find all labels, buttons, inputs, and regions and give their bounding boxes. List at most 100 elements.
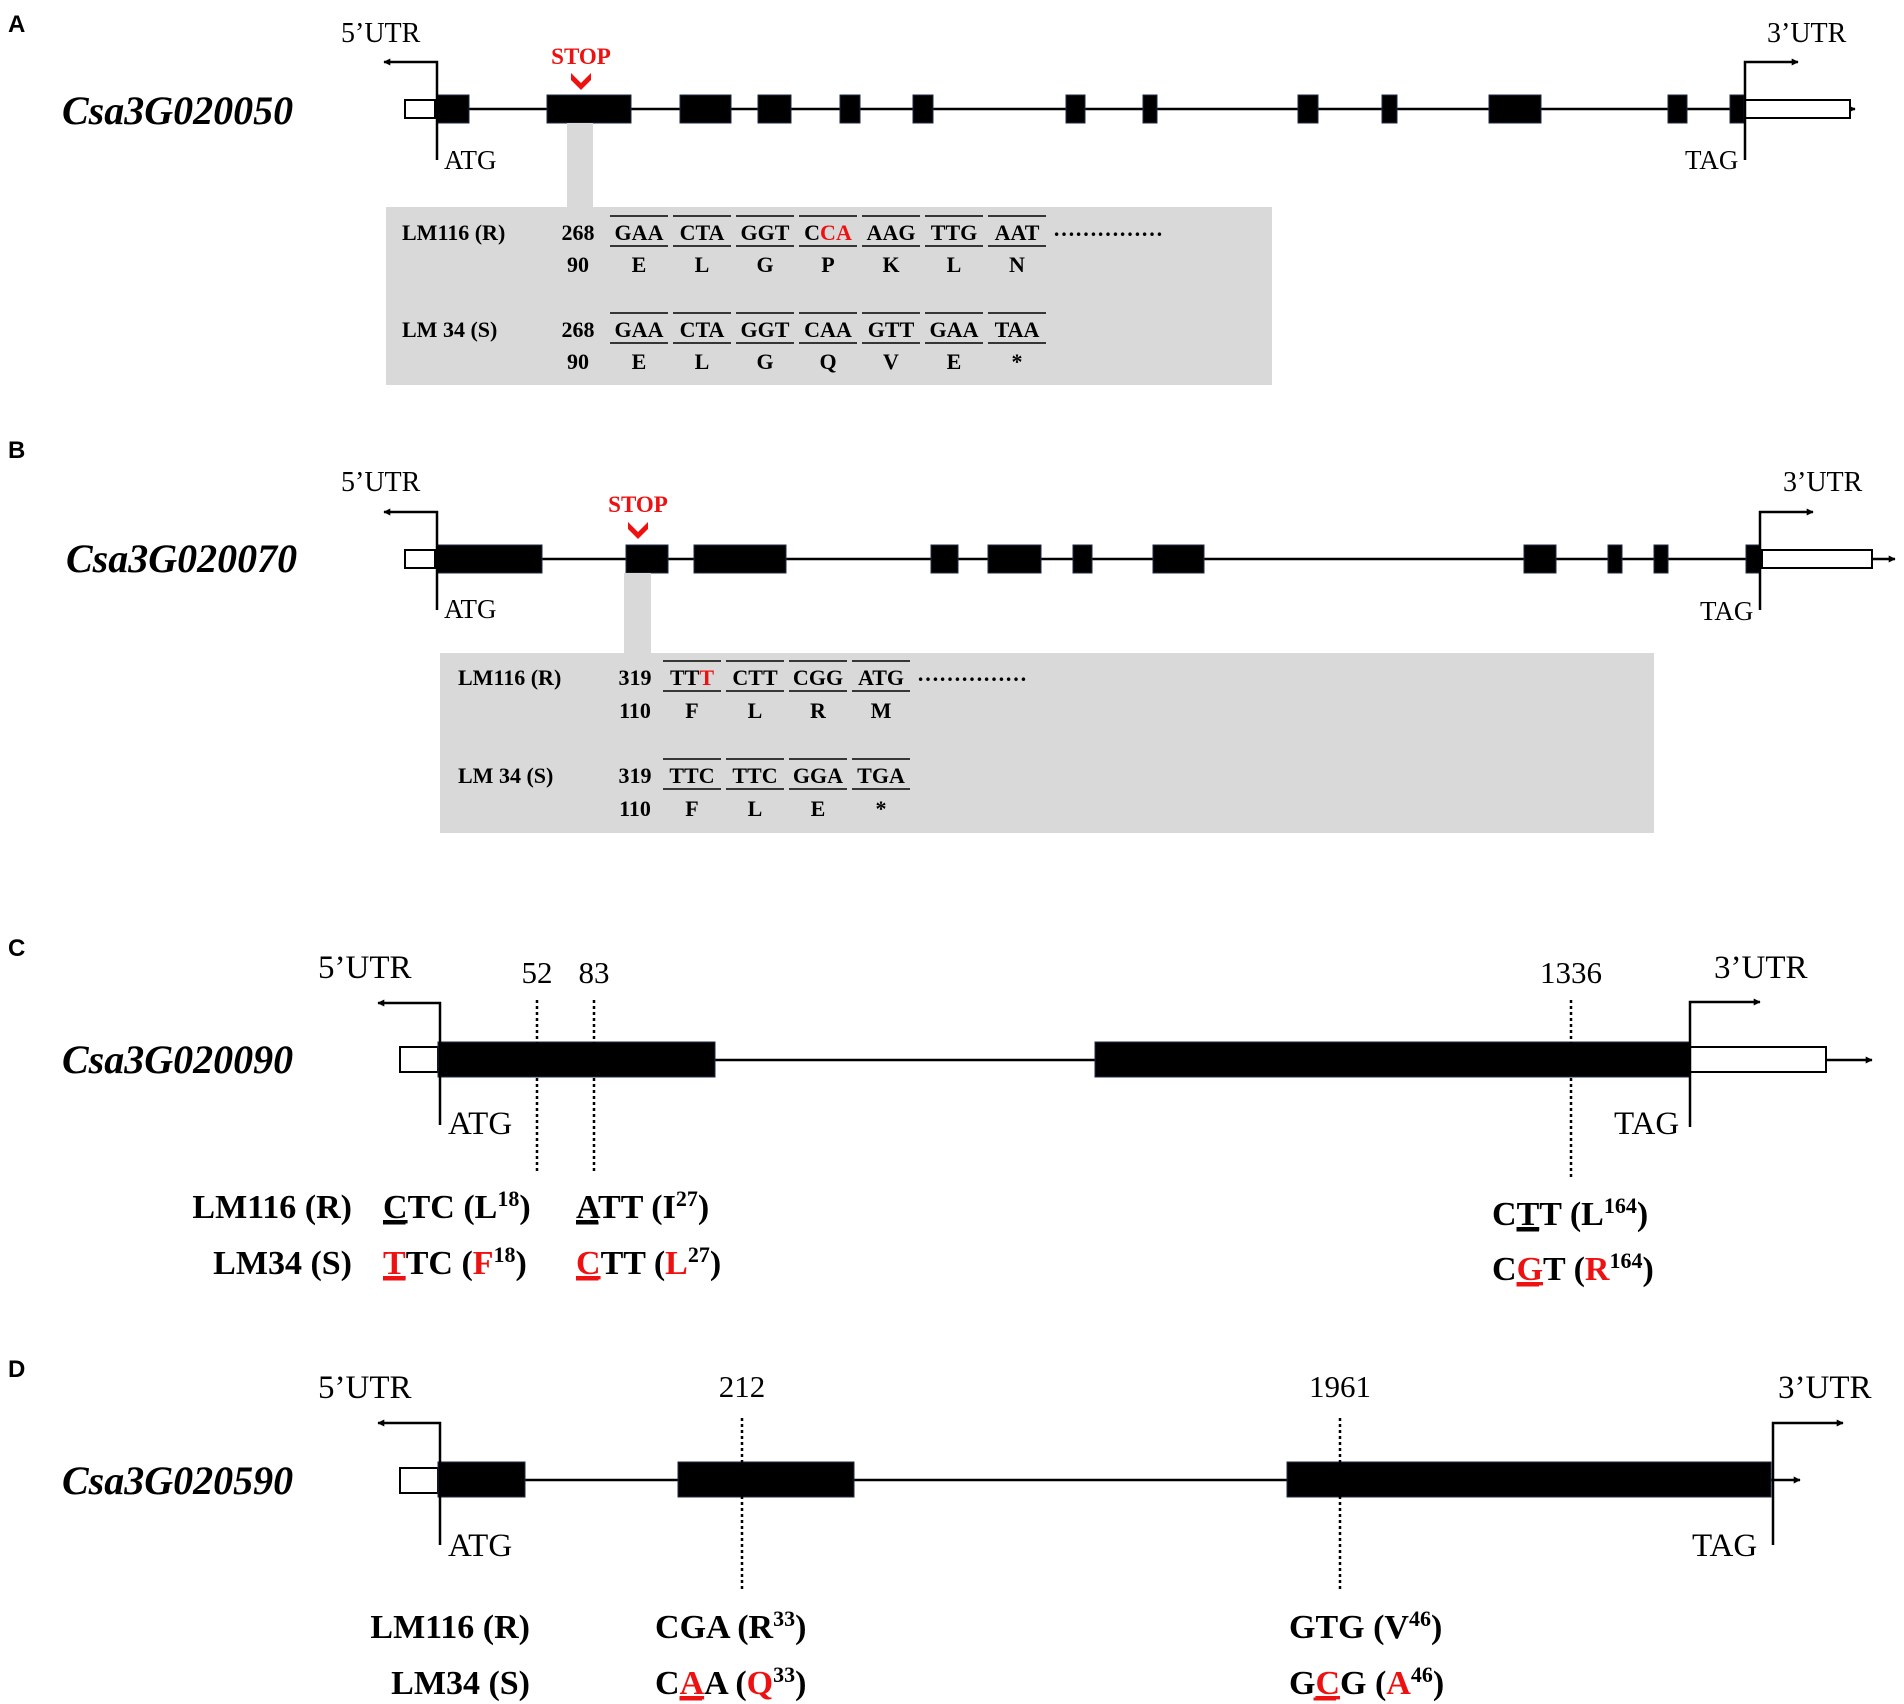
sequence-box-b — [440, 653, 1654, 833]
gene-name-b: Csa3G020070 — [66, 536, 297, 581]
stop-marker-a: STOP — [551, 44, 611, 69]
exons-d — [437, 1461, 1772, 1498]
resistant-allele: ATT (I27) — [576, 1186, 709, 1226]
exons-b — [436, 544, 1761, 574]
snp-annotations-d: LM116 (R) LM34 (S) 212 CGA (R33) CAA (Q33) 19… — [370, 1369, 1444, 1702]
amino-acid: R — [810, 698, 827, 723]
amino-acid: V — [883, 349, 899, 374]
codon: GAA — [615, 220, 664, 245]
utr5-box-d — [399, 1467, 439, 1494]
label-lm34: LM34 (S) — [391, 1665, 530, 1702]
utr5-box-c — [399, 1046, 439, 1073]
codon: CCA — [804, 220, 852, 245]
utr3-label-a: 3’UTR — [1767, 18, 1847, 49]
exon — [1381, 94, 1398, 124]
utr5-label-c: 5’UTR — [318, 950, 412, 986]
amino-acid: E — [811, 796, 826, 821]
stop-codon-c: TAG — [1614, 1106, 1679, 1142]
amino-acid: M — [871, 698, 892, 723]
exon — [1152, 544, 1205, 574]
panel-c: C Csa3G020090 5’UTR 3’UTR ATG TAG LM116 … — [8, 935, 1873, 1288]
gene-name-a: Csa3G020050 — [62, 88, 293, 133]
codon: TTT — [670, 665, 714, 690]
exon — [1729, 94, 1745, 124]
exon — [625, 544, 669, 574]
utr5-arrow-b — [383, 508, 439, 610]
stop-codon-d: TAG — [1692, 1528, 1757, 1564]
start-codon-b: ATG — [444, 594, 497, 624]
amino-acid: K — [882, 252, 899, 277]
codon: TTG — [931, 220, 978, 245]
strain-label: LM 34 (S) — [402, 317, 497, 342]
exons-c — [437, 1041, 1691, 1078]
utr3-label-d: 3’UTR — [1778, 1370, 1872, 1406]
codon: CGG — [793, 665, 843, 690]
amino-acid: * — [876, 796, 887, 821]
codon: GGT — [741, 317, 790, 342]
stop-codon-b: TAG — [1700, 596, 1753, 626]
snp-position: 83 — [579, 955, 610, 990]
start-codon-d: ATG — [448, 1528, 512, 1564]
gene-name-d: Csa3G020590 — [62, 1458, 293, 1503]
utr3-box-c — [1689, 1046, 1827, 1073]
sequence-rows-b: LM116 (R) 319 110 TTT F CTT L CGG R ATG M …………… LM 3… — [458, 660, 1027, 821]
utr3-label-c: 3’UTR — [1714, 950, 1808, 986]
amino-acid: F — [685, 796, 698, 821]
start-codon-a: ATG — [444, 145, 497, 175]
amino-acid: L — [947, 252, 962, 277]
snp-position: 52 — [522, 955, 553, 990]
sequence-rows-a: LM116 (R) 268 90 GAA E CTA L GGT G CCA P AAG K TTG L AA… — [402, 215, 1163, 374]
snp-position: 212 — [719, 1369, 766, 1404]
utr3-arrow-c — [1688, 998, 1761, 1127]
exon — [679, 94, 732, 124]
aa-position: 110 — [619, 698, 651, 723]
utr3-box-a — [1744, 99, 1851, 119]
exon — [1142, 94, 1158, 124]
panel-letter-b: B — [8, 437, 25, 464]
exon — [437, 1461, 526, 1498]
exon — [987, 544, 1042, 574]
utr3-arrow-b — [1758, 508, 1814, 610]
amino-acid: E — [947, 349, 962, 374]
stop-chevron-icon-b — [628, 522, 648, 539]
label-lm116: LM116 (R) — [370, 1609, 530, 1646]
exon — [1523, 544, 1557, 574]
strain-label: LM116 (R) — [402, 220, 505, 245]
utr3-arrow-a — [1743, 58, 1799, 160]
exon — [1286, 1461, 1772, 1498]
nt-position: 319 — [619, 763, 652, 788]
exon — [1297, 94, 1319, 124]
sequence-box-a — [386, 207, 1272, 385]
codon: GGA — [793, 763, 843, 788]
codon: GAA — [615, 317, 664, 342]
exon — [677, 1461, 855, 1498]
continuation-dots: …………… — [917, 661, 1027, 686]
nt-position: 319 — [619, 665, 652, 690]
panel-b: B Csa3G020070 5’UTR 3’UTR ATG TAG STOP L — [8, 437, 1896, 833]
utr5-label-a: 5’UTR — [341, 18, 421, 49]
resistant-allele: CTC (L18) — [383, 1186, 531, 1226]
codon: CTA — [680, 220, 725, 245]
exons-a — [436, 94, 1745, 124]
codon: TAA — [995, 317, 1040, 342]
exon — [1667, 94, 1688, 124]
snp-annotations-c: LM116 (R) LM34 (S) 52 CTC (L18) TTC (F18) 83 A… — [192, 955, 1653, 1288]
utr3-label-b: 3’UTR — [1783, 467, 1863, 498]
codon: GAA — [930, 317, 979, 342]
panel-letter-d: D — [8, 1356, 25, 1383]
exon — [436, 94, 470, 124]
amino-acid: E — [632, 349, 647, 374]
exon — [693, 544, 787, 574]
exon — [436, 544, 543, 574]
amino-acid: G — [756, 252, 773, 277]
exon — [1094, 1041, 1691, 1078]
utr3-box-b — [1761, 549, 1873, 569]
utr3-arrow-d — [1771, 1419, 1844, 1545]
codon: ATG — [858, 665, 904, 690]
utr5-arrow-a — [383, 58, 439, 160]
codon: GTT — [868, 317, 915, 342]
susceptible-allele: CAA (Q33) — [655, 1662, 806, 1702]
codon: AAT — [995, 220, 1040, 245]
utr5-arrow-c — [377, 999, 442, 1125]
